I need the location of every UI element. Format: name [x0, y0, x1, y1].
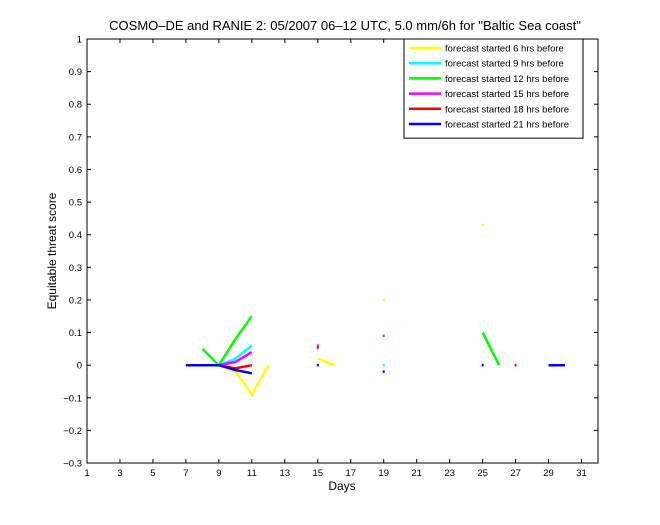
y-tick-label: 0.6	[69, 165, 82, 176]
x-tick-label: 27	[510, 468, 521, 479]
x-tick-label: 29	[543, 468, 554, 479]
x-tick-label: 23	[444, 468, 455, 479]
y-tick-label: 0.4	[69, 230, 82, 241]
y-tick-label: 0	[77, 361, 82, 372]
chart-title: COSMO–DE and RANIE 2: 05/2007 06–12 UTC,…	[109, 18, 581, 33]
axis-ticks: 1 3 5 7 9 11 13 15 17 19 21 23 25 27 29 31−0.3−0.2−0.10…	[63, 35, 598, 479]
x-tick-label: 1	[84, 468, 89, 479]
x-tick-label: 17	[345, 468, 356, 479]
legend-entry: forecast started 21 hrs before	[445, 120, 569, 131]
x-tick-label: 11	[247, 468, 257, 479]
legend-entry: forecast started 12 hrs before	[445, 74, 569, 85]
x-tick-label: 21	[411, 468, 422, 479]
series-line	[317, 357, 335, 367]
x-tick-label: 31	[576, 468, 587, 479]
x-tick-label: 15	[312, 468, 323, 479]
series-line	[185, 344, 253, 367]
y-tick-label: 0.8	[69, 100, 82, 111]
series-6	[185, 363, 565, 375]
legend-box	[403, 38, 584, 139]
plot-area-frame	[86, 38, 599, 464]
y-tick-label: −0.2	[63, 426, 82, 437]
x-tick-label: 19	[378, 468, 389, 479]
legend: forecast started 6 hrs before forecast st…	[403, 38, 584, 139]
x-axis-label: Days	[328, 479, 355, 493]
series-line	[185, 363, 253, 375]
y-axis-label: Equitable threat score	[45, 192, 59, 309]
series-line	[481, 331, 501, 366]
series-3	[201, 315, 501, 368]
y-tick-label: −0.3	[63, 459, 82, 470]
x-tick-label: 5	[150, 468, 155, 479]
legend-entry: forecast started 15 hrs before	[445, 89, 569, 100]
x-tick-label: 3	[117, 468, 122, 479]
y-tick-label: 0.3	[69, 263, 82, 274]
series-line	[185, 363, 270, 397]
y-tick-label: 0.5	[69, 198, 82, 209]
series-line	[201, 315, 253, 368]
x-tick-label: 9	[216, 468, 221, 479]
legend-entry: forecast started 18 hrs before	[445, 104, 569, 115]
legend-entry: forecast started 6 hrs before	[445, 44, 564, 55]
y-tick-label: 0.9	[69, 67, 82, 78]
x-tick-label: 25	[477, 468, 488, 479]
y-tick-label: 0.1	[69, 328, 82, 339]
data-series	[185, 223, 565, 397]
x-tick-label: 13	[280, 468, 291, 479]
y-tick-label: −0.1	[63, 393, 82, 404]
x-tick-label: 7	[183, 468, 188, 479]
y-tick-label: 1	[77, 35, 82, 46]
legend-entry: forecast started 9 hrs before	[445, 59, 564, 70]
y-tick-label: 0.2	[69, 295, 82, 306]
y-tick-label: 0.7	[69, 132, 82, 143]
